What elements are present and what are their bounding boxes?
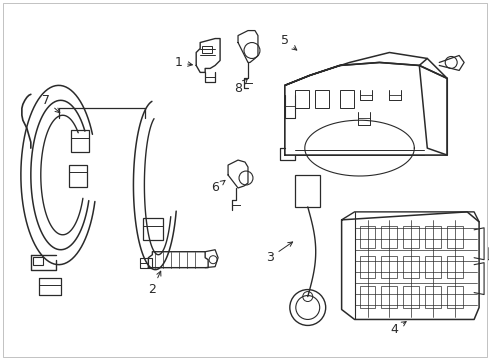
Text: 2: 2 bbox=[148, 271, 161, 296]
Bar bbox=[447, 226, 463, 248]
Bar bbox=[69, 165, 87, 187]
Text: 3: 3 bbox=[266, 242, 293, 264]
Text: 7: 7 bbox=[42, 94, 60, 113]
Bar bbox=[360, 226, 375, 248]
Bar bbox=[403, 256, 419, 278]
Text: 9: 9 bbox=[0, 359, 1, 360]
Bar bbox=[425, 285, 441, 307]
Bar bbox=[403, 285, 419, 307]
Bar bbox=[144, 218, 163, 240]
Bar bbox=[382, 285, 397, 307]
Bar bbox=[360, 256, 375, 278]
Bar bbox=[33, 257, 43, 265]
Bar bbox=[360, 285, 375, 307]
Bar bbox=[447, 256, 463, 278]
Bar bbox=[141, 258, 152, 268]
Bar bbox=[403, 226, 419, 248]
Bar bbox=[71, 130, 89, 152]
Bar bbox=[447, 285, 463, 307]
Text: 4: 4 bbox=[391, 321, 406, 336]
Bar bbox=[202, 45, 212, 54]
Text: 1: 1 bbox=[174, 56, 193, 69]
Bar bbox=[295, 90, 309, 108]
Bar bbox=[382, 256, 397, 278]
Text: 5: 5 bbox=[281, 34, 297, 50]
Text: 8: 8 bbox=[234, 79, 247, 95]
Bar bbox=[340, 90, 354, 108]
Bar bbox=[425, 226, 441, 248]
Bar bbox=[315, 90, 329, 108]
Bar bbox=[425, 256, 441, 278]
Bar bbox=[295, 175, 319, 207]
Bar bbox=[382, 226, 397, 248]
Text: 6: 6 bbox=[211, 180, 225, 194]
